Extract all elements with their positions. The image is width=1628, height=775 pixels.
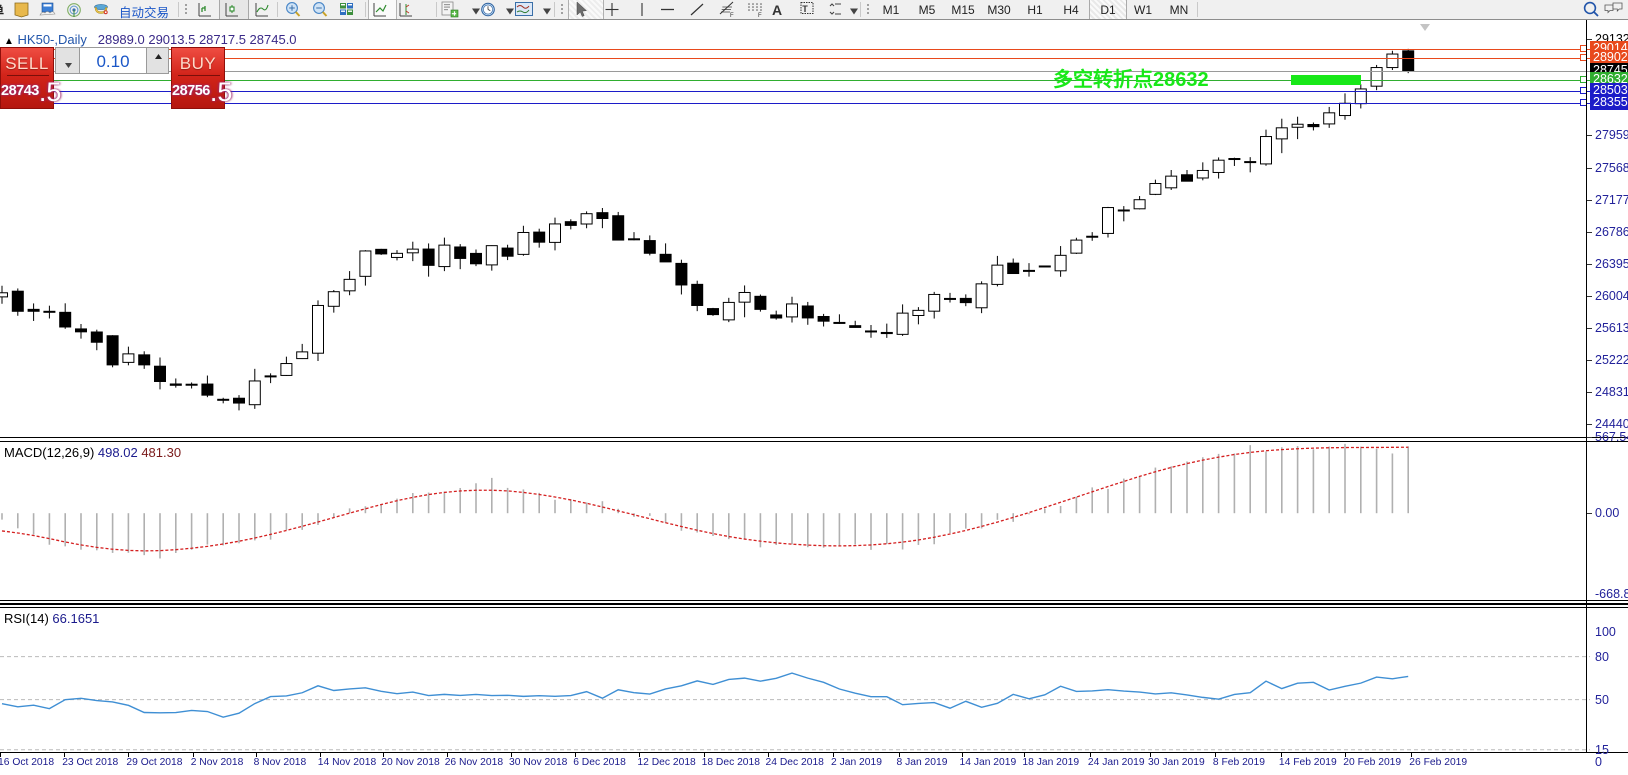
svg-text:F: F (730, 13, 734, 18)
svg-text:T: T (802, 4, 808, 14)
svg-text:F: F (758, 13, 762, 18)
